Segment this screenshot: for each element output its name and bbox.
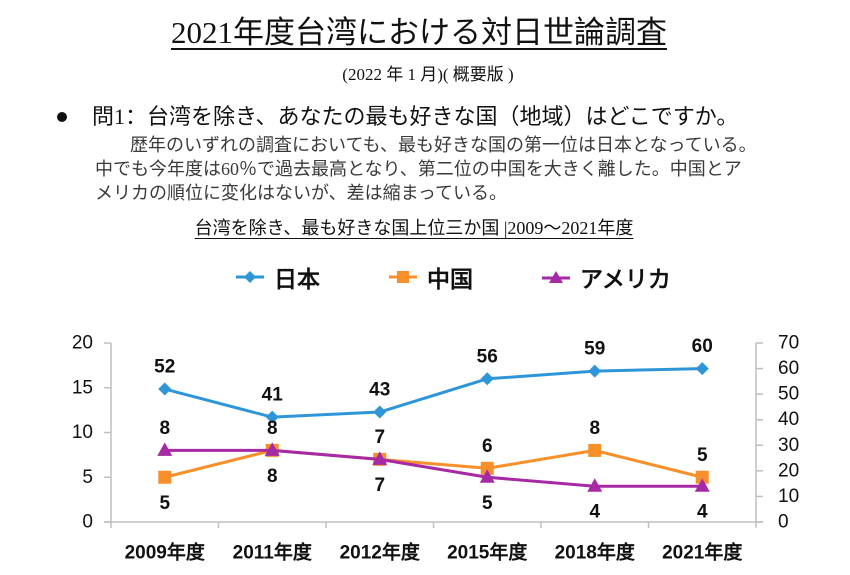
- legend-label-america: アメリカ: [580, 267, 671, 293]
- x-axis-category-label: 2018年度: [555, 541, 636, 564]
- right-axis-tick-label: 30: [778, 435, 799, 456]
- data-point-triangle: [372, 451, 388, 465]
- chart-legend: 日本 中国 アメリカ: [0, 262, 850, 293]
- data-label: 56: [477, 346, 498, 367]
- data-label: 8: [589, 418, 600, 439]
- series-line-1: [164, 448, 703, 479]
- series-line-2: [164, 448, 703, 488]
- legend-label-japan: 日本: [274, 267, 320, 293]
- left-axis-tick-label: 20: [72, 333, 93, 354]
- data-label: 41: [262, 385, 284, 406]
- data-point-diamond: [373, 405, 387, 419]
- x-axis-category-label: 2011年度: [233, 541, 313, 564]
- data-label: 8: [159, 418, 170, 439]
- data-label: 7: [374, 427, 385, 448]
- data-point-diamond: [480, 372, 494, 386]
- data-label: 52: [154, 357, 175, 378]
- legend-marker-triangle-icon: [542, 271, 570, 283]
- right-axis-tick-label: 40: [778, 409, 799, 430]
- series-line-0: [164, 367, 703, 419]
- right-axis-tick-label: 60: [778, 358, 799, 379]
- document-title-text: 2021年度台湾における対日世論調査: [171, 15, 667, 50]
- data-label: 7: [374, 475, 385, 496]
- data-label: 5: [482, 493, 493, 514]
- data-label: 59: [584, 339, 605, 360]
- right-axis-tick-label: 70: [778, 333, 799, 354]
- x-axis-category-label: 2012年度: [340, 541, 421, 564]
- x-axis-category-label: 2015年度: [447, 541, 528, 564]
- data-point-diamond: [588, 364, 602, 378]
- data-point-diamond: [695, 362, 709, 376]
- data-point-square: [695, 470, 709, 484]
- data-point-triangle: [479, 469, 495, 483]
- data-label: 6: [482, 436, 493, 457]
- right-axis-tick-label: 50: [778, 384, 799, 405]
- left-axis-tick-label: 10: [72, 422, 93, 443]
- data-label: 5: [697, 445, 708, 466]
- data-point-triangle: [587, 478, 603, 492]
- right-axis-tick-label: 10: [778, 486, 799, 507]
- data-point-square: [588, 443, 602, 457]
- left-axis-tick-label: 5: [82, 467, 93, 488]
- legend-marker-square-icon: [389, 271, 417, 283]
- legend-item-japan: 日本: [236, 262, 320, 293]
- left-axis-tick-label: 0: [82, 512, 93, 533]
- chart-title: 台湾を除き、最も好きな国上位三か国 |2009～2021年度: [0, 216, 828, 240]
- right-axis-tick-label: 20: [778, 460, 799, 481]
- x-axis-category-label: 2009年度: [125, 541, 206, 564]
- data-label: 8: [267, 466, 278, 487]
- legend-label-china: 中国: [427, 267, 473, 293]
- data-point-square: [480, 461, 494, 475]
- right-axis-tick-label: 0: [778, 512, 789, 533]
- data-label: 4: [697, 502, 708, 523]
- data-point-triangle: [694, 478, 710, 492]
- data-label: 5: [159, 493, 170, 514]
- left-axis-tick-label: 15: [72, 377, 93, 398]
- data-point-square: [158, 470, 172, 484]
- legend-item-america: アメリカ: [542, 262, 671, 293]
- data-point-triangle: [264, 442, 280, 456]
- legend-marker-diamond-icon: [236, 271, 264, 283]
- data-label: 60: [692, 336, 713, 357]
- document-subtitle: (2022 年 1 月)( 概要版 ): [342, 65, 514, 84]
- document-title: 2021年度台湾における対日世論調査: [0, 14, 838, 52]
- body-line-1: 歴年のいずれの調査においても、最も好きな国の第一位は日本となっている。: [130, 135, 757, 155]
- data-label: 43: [369, 380, 390, 401]
- data-label: 8: [267, 418, 278, 439]
- bullet-icon: [57, 112, 67, 122]
- data-point-diamond: [265, 410, 279, 424]
- body-line-3: メリカの順位に変化はないが、差は縮まっている。: [95, 183, 508, 203]
- body-line-2: 中でも今年度は60％で過去最高となり、第二位の中国を大きく離した。中国とア: [95, 159, 742, 179]
- data-point-diamond: [158, 382, 172, 396]
- chart-title-text: 台湾を除き、最も好きな国上位三か国 |2009～2021年度: [194, 218, 634, 238]
- legend-item-china: 中国: [389, 262, 473, 293]
- x-axis-category-label: 2021年度: [662, 541, 743, 564]
- data-label: 4: [589, 502, 600, 523]
- data-point-triangle: [157, 442, 173, 456]
- question-text: 問1：台湾を除き、あなたの最も好きな国（地域）はどこですか。: [92, 104, 739, 129]
